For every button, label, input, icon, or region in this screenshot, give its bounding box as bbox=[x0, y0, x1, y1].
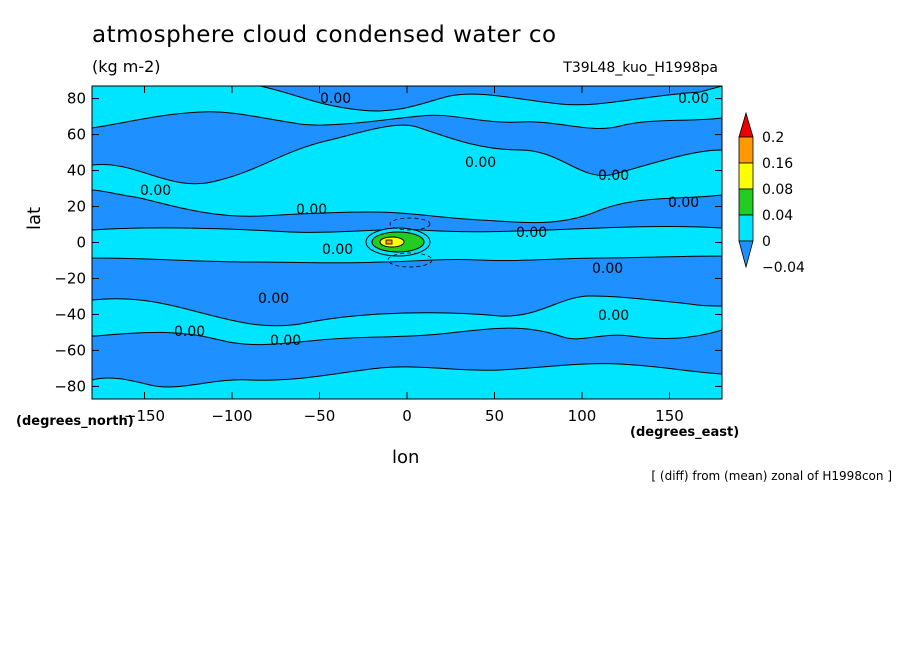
y-tick-label: 40 bbox=[67, 162, 86, 180]
colorbar-swatch bbox=[738, 188, 754, 216]
y-tick-label: −20 bbox=[54, 269, 86, 287]
contour-label: 0.00 bbox=[296, 202, 327, 218]
colorbar: 0.2 0.16 0.08 0.04 0 −0.04 bbox=[738, 111, 805, 276]
contour-label: 0.00 bbox=[598, 308, 629, 324]
x-tick-label: 150 bbox=[655, 407, 684, 425]
run-label: T39L48_kuo_H1998pa bbox=[563, 60, 718, 76]
contour-label: 0.00 bbox=[668, 195, 699, 211]
footnote: [ (diff) from (mean) zonal of H1998con ] bbox=[651, 469, 892, 483]
contour-label: 0.00 bbox=[322, 242, 353, 258]
colorbar-extend-bottom bbox=[738, 240, 754, 269]
y-tick-label: −40 bbox=[54, 305, 86, 323]
y-axis-title: lat bbox=[24, 206, 45, 230]
chart-units: (kg m-2) bbox=[92, 57, 161, 76]
colorbar-label: 0.16 bbox=[762, 156, 793, 172]
y-tick-label: 60 bbox=[67, 126, 86, 144]
contour-label: 0.00 bbox=[140, 183, 171, 199]
colorbar-label: −0.04 bbox=[762, 260, 805, 276]
y-axis: −80 −60 −40 −20 0 20 40 60 80 bbox=[54, 90, 722, 395]
y-tick-label: 80 bbox=[67, 90, 86, 108]
contour-label: 0.00 bbox=[258, 291, 289, 307]
colorbar-extend-top bbox=[738, 111, 754, 138]
colorbar-label: 0.04 bbox=[762, 208, 793, 224]
positive-region-north bbox=[92, 124, 722, 224]
contour-label: 0.00 bbox=[320, 91, 351, 107]
contour-label: 0.00 bbox=[516, 225, 547, 241]
y-tick-label: −60 bbox=[54, 341, 86, 359]
colorbar-label: 0.08 bbox=[762, 182, 793, 198]
x-tick-label: −150 bbox=[124, 407, 165, 425]
contour-labels: 0.00 0.00 0.00 0.00 0.00 0.00 0.00 0.00 … bbox=[140, 91, 709, 349]
contour-label: 0.00 bbox=[270, 333, 301, 349]
contour-label: 0.00 bbox=[592, 261, 623, 277]
positive-region-arctic bbox=[92, 86, 722, 129]
contour-label: 0.00 bbox=[174, 324, 205, 340]
x-tick-label: −100 bbox=[211, 407, 252, 425]
x-tick-label: 50 bbox=[485, 407, 504, 425]
colorbar-swatch bbox=[738, 162, 754, 190]
colorbar-swatch bbox=[738, 136, 754, 164]
y-tick-label: 20 bbox=[67, 198, 86, 216]
x-tick-label: 100 bbox=[568, 407, 597, 425]
dashed-contour bbox=[387, 252, 433, 268]
dashed-contour bbox=[389, 217, 431, 231]
colorbar-swatch bbox=[738, 214, 754, 242]
x-tick-label: 0 bbox=[402, 407, 412, 425]
colorbar-label: 0.2 bbox=[762, 130, 784, 146]
contour-label: 0.00 bbox=[465, 155, 496, 171]
max-core-016 bbox=[385, 239, 393, 245]
chart-title: atmosphere cloud condensed water co bbox=[92, 22, 557, 48]
x-tick-label: −50 bbox=[304, 407, 336, 425]
colorbar-label: 0 bbox=[762, 234, 771, 250]
y-tick-label: 0 bbox=[76, 234, 86, 252]
x-unit-note: (degrees_east) bbox=[630, 425, 740, 440]
positive-region-antarctic bbox=[92, 363, 722, 399]
contour-label: 0.00 bbox=[678, 91, 709, 107]
contour-label: 0.00 bbox=[598, 168, 629, 184]
y-unit-note: (degrees_north) bbox=[16, 414, 134, 429]
y-tick-label: −80 bbox=[54, 377, 86, 395]
x-axis: −150 −100 −50 0 50 100 150 bbox=[124, 86, 684, 425]
x-axis-title: lon bbox=[392, 447, 420, 468]
contour-field: 0.00 0.00 0.00 0.00 0.00 0.00 0.00 0.00 … bbox=[92, 86, 722, 399]
